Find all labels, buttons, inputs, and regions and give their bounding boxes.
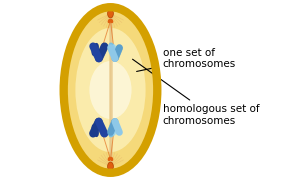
Ellipse shape — [112, 44, 118, 53]
Ellipse shape — [91, 124, 99, 137]
Ellipse shape — [89, 61, 132, 119]
Ellipse shape — [108, 157, 111, 161]
Ellipse shape — [108, 19, 111, 23]
Ellipse shape — [91, 43, 99, 56]
Ellipse shape — [112, 127, 118, 136]
Ellipse shape — [76, 28, 146, 152]
Ellipse shape — [108, 42, 116, 55]
Ellipse shape — [110, 157, 113, 161]
Text: homologous set of
chromosomes: homologous set of chromosomes — [133, 59, 259, 126]
Text: one set of
chromosomes: one set of chromosomes — [137, 48, 236, 71]
Ellipse shape — [93, 45, 97, 54]
Ellipse shape — [108, 125, 116, 138]
Ellipse shape — [108, 162, 113, 171]
Ellipse shape — [64, 7, 157, 173]
Ellipse shape — [110, 19, 113, 23]
Ellipse shape — [93, 126, 97, 135]
Ellipse shape — [108, 9, 113, 18]
